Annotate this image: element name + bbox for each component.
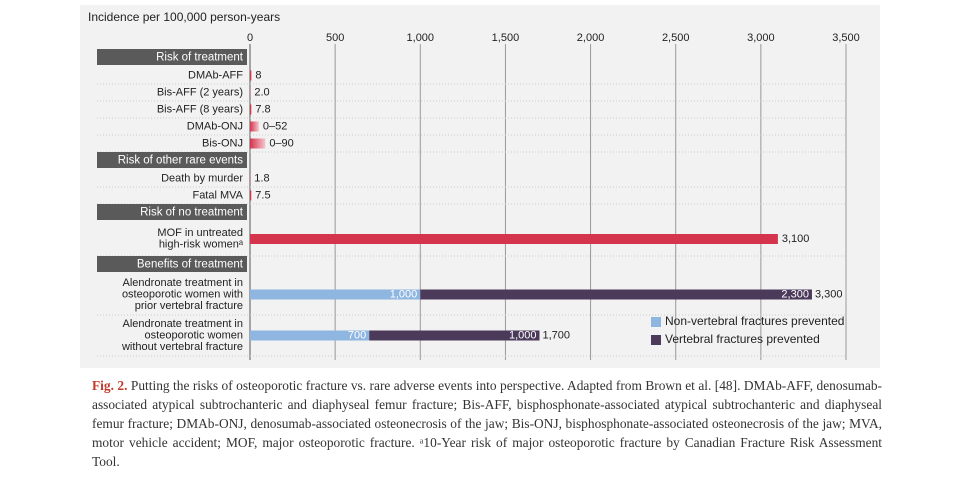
segment-label: 1,000: [390, 288, 418, 300]
caption-label: Fig. 2.: [92, 378, 128, 393]
x-tick-label: 2,000: [577, 32, 605, 44]
category-label: Alendronate treatment in: [123, 318, 243, 330]
x-tick-label: 1,500: [492, 32, 520, 44]
category-label: MOF in untreated: [157, 227, 243, 239]
category-label: Fatal MVA: [192, 189, 243, 201]
group-label: Risk of no treatment: [140, 207, 244, 219]
group-header: [97, 49, 247, 65]
category-label: osteoporotic women with: [122, 288, 243, 300]
category-label: Bis-AFF (2 years): [157, 86, 243, 98]
bar: [250, 190, 252, 201]
plot-background: [80, 5, 880, 368]
x-tick-label: 3,500: [832, 32, 860, 44]
category-label: Death by murder: [161, 172, 243, 184]
segment-label: 700: [348, 329, 366, 341]
value-label: 1.8: [254, 172, 269, 184]
axis-title: Incidence per 100,000 person-years: [88, 10, 280, 24]
value-label: 8: [255, 69, 261, 81]
category-label: high-risk womenᵃ: [159, 239, 244, 251]
bar-segment: [369, 330, 540, 341]
caption-text: Putting the risks of osteoporotic fractu…: [92, 378, 882, 469]
chart: Incidence per 100,000 person-years 0 500 1…: [80, 5, 880, 368]
bar: [250, 234, 778, 244]
category-label: prior vertebral fracture: [135, 300, 243, 312]
segment-label: 2,300: [781, 288, 809, 300]
group-header: [97, 204, 247, 220]
group-header: [97, 152, 247, 168]
caption: Fig. 2. Putting the risks of osteoporoti…: [92, 376, 882, 471]
x-tick-label: 500: [326, 32, 344, 44]
category-label: without vertebral fracture: [121, 341, 243, 353]
segment-label: 1,000: [509, 329, 537, 341]
legend-label: Non-vertebral fractures prevented: [665, 314, 844, 328]
group-label: Risk of other rare events: [118, 155, 244, 167]
value-label: 0–90: [269, 137, 293, 149]
bar: [250, 104, 252, 115]
category-label: DMAb-ONJ: [187, 120, 243, 132]
value-label: 0–52: [263, 120, 287, 132]
total-label: 1,700: [542, 329, 570, 341]
x-tick-label: 3,000: [747, 32, 775, 44]
x-tick-label: 0: [247, 32, 253, 44]
category-label: Bis-ONJ: [202, 137, 243, 149]
range-bar: [250, 138, 266, 149]
value-label: 3,100: [782, 233, 810, 245]
legend-label: Vertebral fractures prevented: [665, 332, 820, 346]
x-tick-label: 2,500: [662, 32, 690, 44]
legend-swatch: [651, 317, 661, 327]
value-label: 2.0: [254, 86, 269, 98]
range-bar: [250, 121, 259, 132]
value-label: 7.8: [255, 103, 270, 115]
bar-segment: [250, 289, 421, 300]
bar-segment: [420, 289, 812, 300]
x-tick-label: 1,000: [407, 32, 435, 44]
bar: [250, 70, 252, 81]
category-label: Bis-AFF (8 years): [157, 103, 243, 115]
group-label: Benefits of treatment: [137, 259, 244, 271]
total-label: 3,300: [815, 288, 843, 300]
group-header: [97, 256, 247, 272]
bar-segment: [250, 330, 370, 341]
group-label: Risk of treatment: [156, 52, 244, 64]
category-label: DMAb-AFF: [188, 69, 243, 81]
legend-swatch: [651, 335, 661, 345]
value-label: 7.5: [255, 189, 270, 201]
category-label: osteoporotic women: [145, 329, 243, 341]
category-label: Alendronate treatment in: [123, 277, 243, 289]
